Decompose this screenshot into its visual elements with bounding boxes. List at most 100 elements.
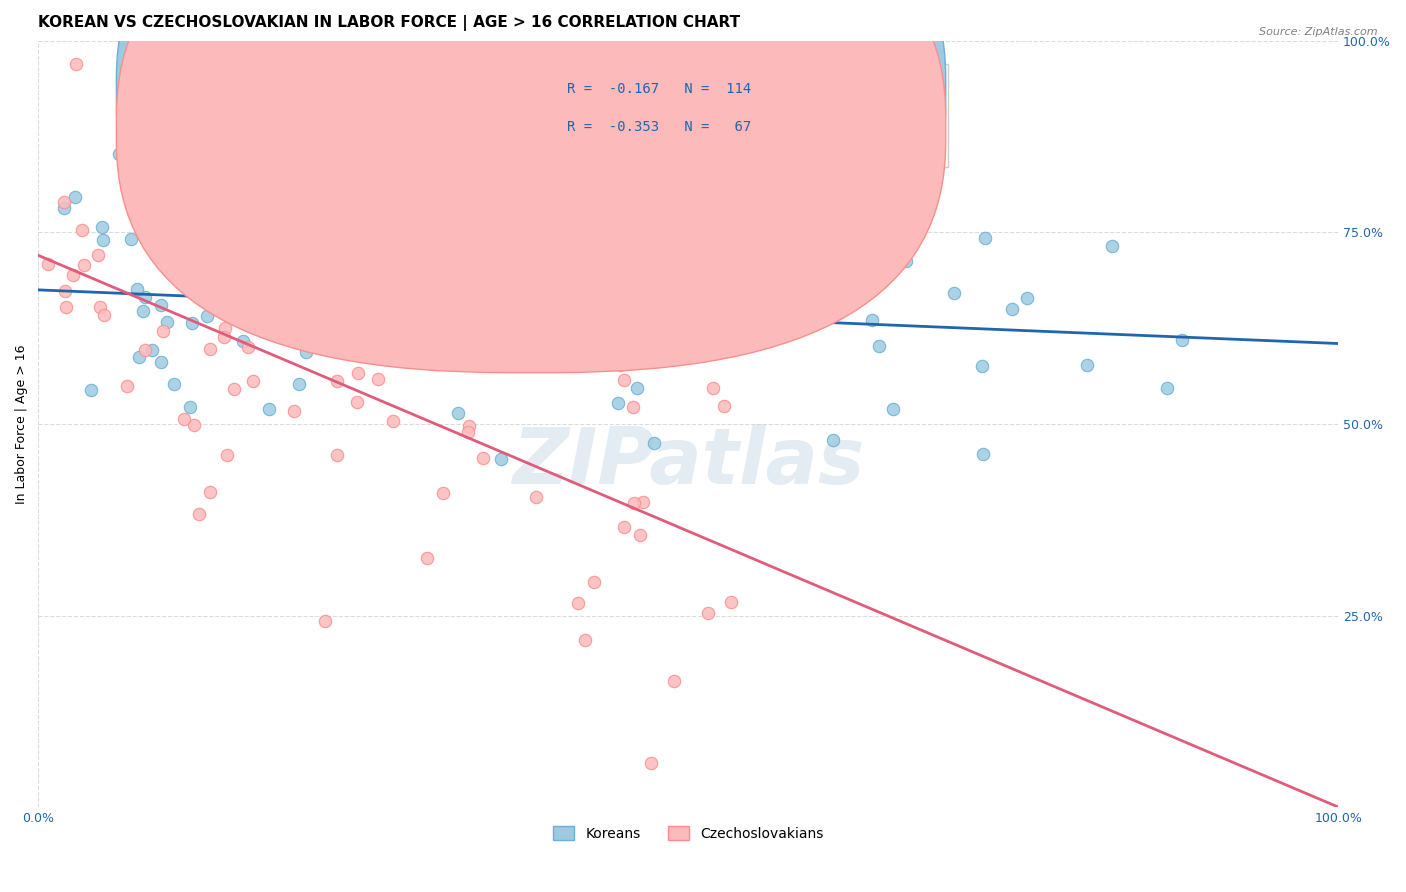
Point xyxy=(346,395,368,409)
Point xyxy=(135,70,157,84)
Point xyxy=(669,299,692,313)
Point xyxy=(780,218,803,232)
Point xyxy=(572,235,595,249)
Point xyxy=(257,402,280,417)
Point xyxy=(382,414,405,428)
Point xyxy=(1170,334,1192,348)
Point xyxy=(326,448,349,462)
Point xyxy=(544,251,567,265)
Point xyxy=(284,293,307,308)
Point xyxy=(173,412,195,426)
Point xyxy=(613,520,636,534)
Point xyxy=(73,258,96,272)
Point xyxy=(117,379,139,393)
Point xyxy=(972,447,994,461)
Point xyxy=(693,329,716,343)
Point xyxy=(447,406,470,420)
Point xyxy=(188,507,211,521)
Point xyxy=(409,304,432,318)
Point xyxy=(696,606,718,620)
Point xyxy=(418,221,440,235)
Point xyxy=(628,528,651,542)
Point xyxy=(457,425,479,440)
Point xyxy=(236,340,259,354)
Point xyxy=(314,614,336,628)
Point xyxy=(472,450,495,465)
Point xyxy=(662,673,685,688)
Point xyxy=(657,249,679,263)
FancyBboxPatch shape xyxy=(117,0,946,373)
Point xyxy=(745,201,768,215)
Point xyxy=(367,372,389,386)
Point xyxy=(623,496,645,510)
Point xyxy=(970,359,993,374)
Point xyxy=(699,194,721,208)
Point xyxy=(498,276,520,290)
Point xyxy=(662,336,685,351)
Point xyxy=(537,333,560,347)
Point xyxy=(294,344,316,359)
Point xyxy=(141,343,163,357)
Point xyxy=(449,326,471,341)
Point xyxy=(524,491,547,505)
Point xyxy=(491,452,513,467)
Point xyxy=(283,404,305,418)
Point xyxy=(685,297,707,311)
Point xyxy=(479,343,502,357)
Point xyxy=(352,259,374,273)
Point xyxy=(974,230,997,244)
Point xyxy=(679,295,702,310)
Point xyxy=(1101,238,1123,252)
Point xyxy=(212,330,235,344)
Point xyxy=(583,575,606,590)
Point xyxy=(860,313,883,327)
Point xyxy=(519,273,541,287)
Point xyxy=(366,280,388,294)
Point xyxy=(180,316,202,330)
Point xyxy=(128,350,150,364)
Point xyxy=(647,286,669,301)
Point xyxy=(567,596,589,610)
Point xyxy=(339,320,361,334)
Legend: Koreans, Czechoslovakians: Koreans, Czechoslovakians xyxy=(548,820,830,847)
Point xyxy=(160,229,183,244)
Point xyxy=(702,381,724,395)
Point xyxy=(149,297,172,311)
Point xyxy=(55,284,77,298)
Point xyxy=(288,376,311,391)
Point xyxy=(432,485,454,500)
Point xyxy=(336,303,359,318)
Point xyxy=(120,232,142,246)
Point xyxy=(264,299,287,313)
Point xyxy=(465,241,488,255)
Point xyxy=(138,148,160,162)
Point xyxy=(193,243,215,257)
Text: R =  -0.353   N =   67: R = -0.353 N = 67 xyxy=(568,120,752,135)
Point xyxy=(242,374,264,388)
Point xyxy=(132,303,155,318)
Point xyxy=(368,311,391,326)
Point xyxy=(188,273,211,287)
Point xyxy=(1156,381,1178,395)
Text: R =  -0.167   N =  114: R = -0.167 N = 114 xyxy=(568,82,752,96)
Point xyxy=(416,551,439,566)
Point xyxy=(613,373,636,387)
Point xyxy=(720,595,742,609)
Point xyxy=(156,315,179,329)
Point xyxy=(882,402,904,417)
Point xyxy=(264,311,287,326)
Point xyxy=(232,310,254,325)
Y-axis label: In Labor Force | Age > 16: In Labor Force | Age > 16 xyxy=(15,344,28,504)
Point xyxy=(193,215,215,229)
Point xyxy=(810,241,832,255)
Point xyxy=(217,448,239,462)
Point xyxy=(89,300,111,314)
Point xyxy=(246,202,269,216)
Point xyxy=(633,495,655,509)
FancyBboxPatch shape xyxy=(486,64,948,168)
Point xyxy=(127,281,149,295)
Point xyxy=(93,308,115,322)
Point xyxy=(288,179,311,194)
Point xyxy=(579,212,602,227)
Point xyxy=(640,756,662,771)
